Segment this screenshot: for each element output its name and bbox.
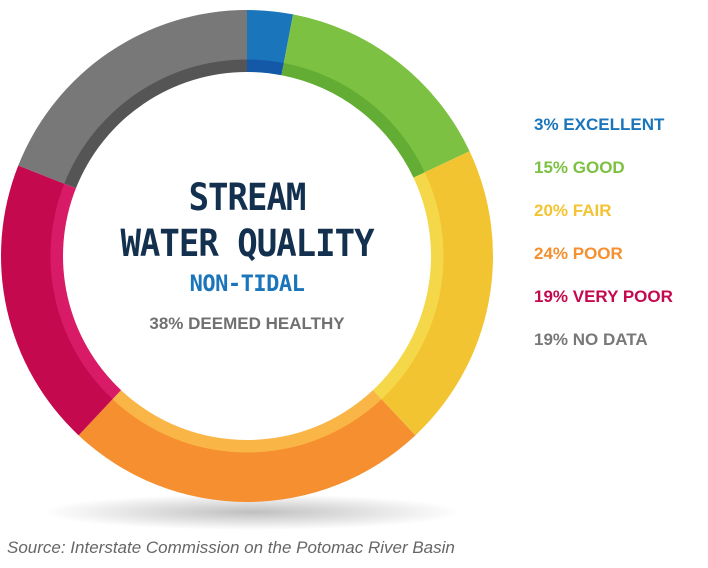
slice-inner-band-fair [372,172,444,400]
legend-item-no-data: 19% NO DATA [534,330,648,349]
slice-inner-band-poor [112,390,382,453]
slice-inner-band-good [281,62,425,178]
legend-item-good: 15% GOOD [534,158,625,177]
slice-very-poor [1,165,113,436]
source-note: Source: Interstate Commission on the Pot… [7,538,455,557]
slice-excellent [247,10,294,64]
chart-title: STREAM [188,176,307,220]
legend-item-very-poor: 19% VERY POOR [534,287,673,306]
legend-item-poor: 24% POOR [534,244,623,263]
slice-inner-band-excellent [247,59,284,76]
slice-good [283,14,470,173]
chart-title-line2: WATER QUALITY [120,222,374,266]
slice-no-data [18,10,248,184]
legend: 3% EXCELLENT 15% GOOD 20% FAIR 24% POOR … [534,114,673,372]
slice-inner-band-no-data [64,59,247,189]
chart-subtitle: NON-TIDAL [189,272,305,297]
legend-item-excellent: 3% EXCELLENT [534,115,665,134]
chart-summary: 38% DEEMED HEALTHY [149,314,345,333]
chart-shadow [42,494,462,530]
slice-poor [78,398,416,502]
slice-fair [381,151,494,436]
legend-item-fair: 20% FAIR [534,201,612,220]
slice-inner-band-very-poor [50,183,122,400]
